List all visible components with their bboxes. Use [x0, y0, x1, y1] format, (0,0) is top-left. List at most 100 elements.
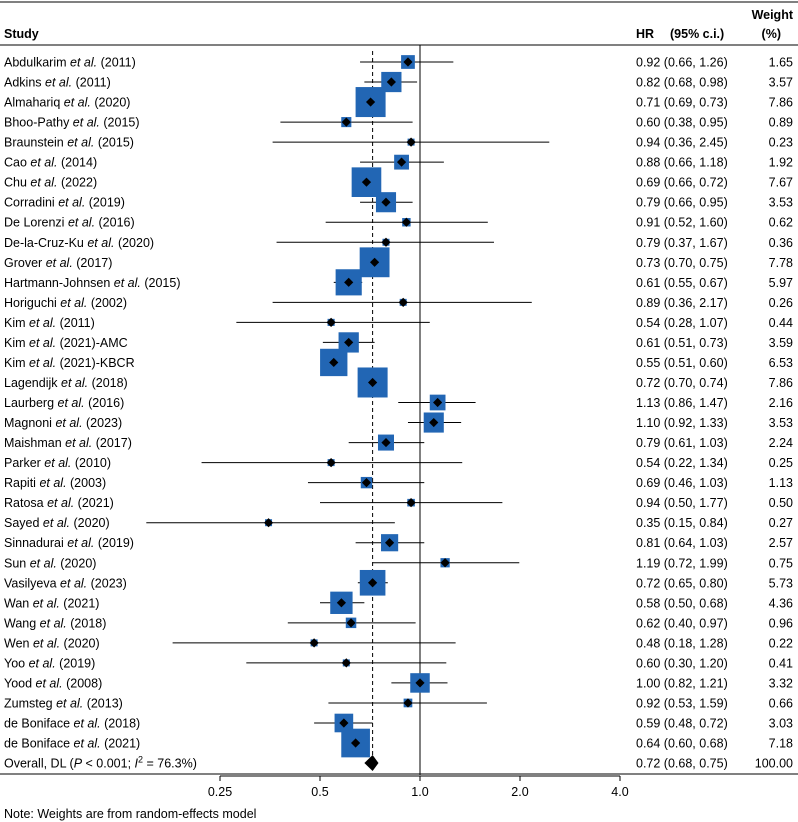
point-estimate [365, 97, 376, 107]
study-row: Corradini et al. (2019) 0.79 (0.66, 0.95)… [4, 192, 793, 213]
study-etal: et al. [40, 616, 67, 630]
point-estimate [341, 658, 351, 668]
study-label: Hartmann-Johnsen et al. (2015) [4, 276, 181, 290]
point-estimate [381, 237, 391, 247]
study-author: Hartmann-Johnsen [4, 276, 114, 290]
study-row: Sun et al. (2020) 1.19 (0.72, 1.99) 0.75 [4, 556, 793, 570]
weight-value: 7.86 [769, 376, 793, 390]
study-label: De Lorenzi et al. (2016) [4, 216, 135, 230]
study-row: De Lorenzi et al. (2016) 0.91 (0.52, 1.60… [4, 216, 793, 230]
point-estimate [381, 437, 391, 448]
hr-ci-value: 0.94 (0.36, 2.45) [636, 136, 728, 150]
study-author: Grover [4, 256, 46, 270]
study-row: Sayed et al. (2020) 0.35 (0.15, 0.84) 0.27 [4, 516, 793, 530]
hr-ci-value: 0.48 (0.18, 1.28) [636, 636, 728, 650]
hr-ci-value: 0.61 (0.51, 0.73) [636, 336, 728, 350]
study-row: Maishman et al. (2017) 0.79 (0.61, 1.03) 2… [4, 434, 793, 451]
study-author: Yood [4, 676, 36, 690]
weight-value: 1.65 [769, 56, 793, 70]
hr-ci-value: 0.62 (0.40, 0.97) [636, 616, 728, 630]
study-etal: et al. [29, 656, 56, 670]
study-year: (2018) [67, 616, 107, 630]
overall-label: Overall, DL (P < 0.001; I2 = 76.3%) [4, 755, 197, 771]
hr-ci-value: 0.89 (0.36, 2.17) [636, 296, 728, 310]
weight-value: 0.22 [769, 636, 793, 650]
study-author: Sayed [4, 516, 43, 530]
hr-ci-value: 0.94 (0.50, 1.77) [636, 496, 728, 510]
study-etal: et al. [55, 416, 82, 430]
study-label: Wan et al. (2021) [4, 596, 99, 610]
study-etal: et al. [68, 216, 95, 230]
study-year: (2018) [88, 376, 128, 390]
point-estimate [403, 698, 413, 708]
study-year: (2010) [71, 456, 111, 470]
study-label: Maishman et al. (2017) [4, 436, 132, 450]
study-row: Wen et al. (2020) 0.48 (0.18, 1.28) 0.22 [4, 636, 793, 650]
point-estimate [384, 538, 395, 548]
study-author: Kim [4, 336, 29, 350]
hr-ci-value: 0.91 (0.52, 1.60) [636, 216, 728, 230]
study-author: Chu [4, 176, 30, 190]
study-etal: et al. [74, 737, 101, 751]
study-author: Wang [4, 616, 40, 630]
study-label: Wen et al. (2020) [4, 636, 100, 650]
study-author: Kim [4, 316, 29, 330]
study-author: de Boniface [4, 716, 74, 730]
hr-ci-value: 1.00 (0.82, 1.21) [636, 676, 728, 690]
hr-ci-value: 0.79 (0.61, 1.03) [636, 436, 728, 450]
study-year: (2020) [114, 236, 154, 250]
point-estimate [406, 137, 416, 147]
study-row: Horiguchi et al. (2002) 0.89 (0.36, 2.17)… [4, 296, 793, 310]
study-year: (2020) [70, 516, 110, 530]
point-estimate [341, 117, 351, 127]
point-estimate [339, 718, 349, 728]
weight-value: 7.78 [769, 256, 793, 270]
hr-ci-value: 0.61 (0.55, 0.67) [636, 276, 728, 290]
study-year: (2016) [95, 216, 135, 230]
study-etal: et al. [39, 476, 66, 490]
point-estimate [326, 317, 336, 327]
hr-ci-value: 0.54 (0.28, 1.07) [636, 316, 728, 330]
study-etal: et al. [45, 76, 72, 90]
study-rows: Abdulkarim et al. (2011) 0.92 (0.66, 1.26… [4, 55, 793, 758]
study-row: Kim et al. (2021)-AMC 0.61 (0.51, 0.73) 3.… [4, 332, 793, 353]
study-label: Magnoni et al. (2023) [4, 416, 122, 430]
study-etal: et al. [73, 116, 100, 130]
weight-value: 0.89 [769, 116, 793, 130]
study-year: (2008) [63, 676, 103, 690]
weight-value: 0.66 [769, 696, 793, 710]
study-author: Parker [4, 456, 44, 470]
p-symbol: P [74, 757, 83, 771]
study-row: Yoo et al. (2019) 0.60 (0.30, 1.20) 0.41 [4, 656, 793, 670]
study-author: Laurberg [4, 396, 58, 410]
overall-row: Overall, DL (P < 0.001; I2 = 76.3%) 0.72 … [4, 755, 793, 772]
study-author: Ratosa [4, 496, 47, 510]
study-row: Sinnadurai et al. (2019) 0.81 (0.64, 1.03… [4, 534, 793, 552]
study-etal: et al. [30, 556, 57, 570]
study-author: Wen [4, 636, 33, 650]
weight-value: 5.73 [769, 576, 793, 590]
study-row: Ratosa et al. (2021) 0.94 (0.50, 1.77) 0.5… [4, 496, 793, 510]
study-year: (2019) [56, 656, 96, 670]
study-row: Cao et al. (2014) 0.88 (0.66, 1.18) 1.92 [4, 154, 793, 170]
study-label: de Boniface et al. (2021) [4, 737, 140, 751]
study-label: Sayed et al. (2020) [4, 516, 110, 530]
study-row: Braunstein et al. (2015) 0.94 (0.36, 2.45… [4, 136, 793, 150]
study-year: (2021)-AMC [56, 336, 128, 350]
study-etal: et al. [74, 716, 101, 730]
hr-ci-value: 0.35 (0.15, 0.84) [636, 516, 728, 530]
point-estimate [309, 638, 319, 648]
point-estimate [346, 618, 356, 628]
point-estimate [263, 518, 274, 528]
study-year: (2015) [94, 136, 134, 150]
study-year: (2015) [141, 276, 181, 290]
point-estimate [361, 478, 372, 488]
weight-value: 3.32 [769, 676, 793, 690]
weight-value: 2.16 [769, 396, 793, 410]
point-estimate [368, 578, 378, 588]
i-squared-symbol: I [135, 757, 139, 771]
study-year: (2003) [67, 476, 107, 490]
study-etal: et al. [36, 676, 63, 690]
study-author: De-la-Cruz-Ku [4, 236, 87, 250]
hr-ci-value: 0.71 (0.69, 0.73) [636, 96, 728, 110]
